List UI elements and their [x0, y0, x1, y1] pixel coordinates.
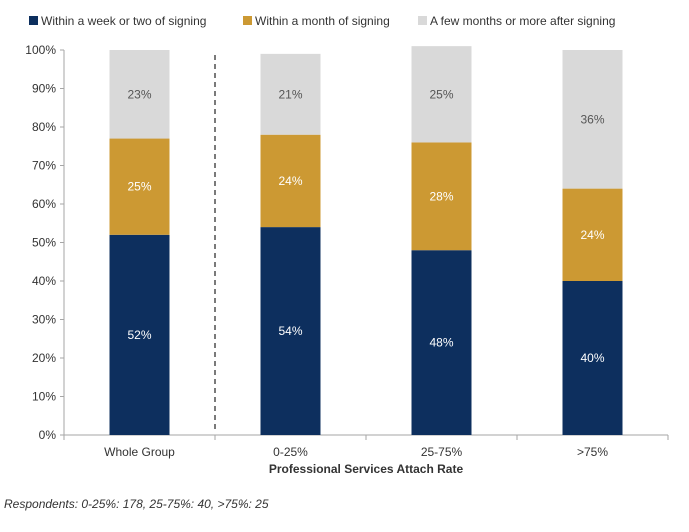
data-label: 52% — [127, 328, 151, 342]
data-label: 25% — [127, 180, 151, 194]
bar-segment — [260, 227, 321, 435]
x-category-label: >75% — [577, 445, 608, 459]
data-label: 28% — [429, 189, 453, 203]
data-label: 36% — [580, 112, 604, 126]
bar-segment — [109, 50, 170, 139]
bar-segment — [562, 281, 623, 435]
y-tick-label: 30% — [32, 313, 56, 327]
x-category-label: Whole Group — [104, 445, 175, 459]
bar-segment — [562, 50, 623, 189]
bar-segment — [109, 138, 170, 235]
y-tick-label: 40% — [32, 274, 56, 288]
legend-label: A few months or more after signing — [430, 14, 615, 28]
y-tick-label: 0% — [39, 428, 57, 442]
y-tick-label: 10% — [32, 390, 56, 404]
legend-label: Within a month of signing — [255, 14, 390, 28]
y-tick-label: 60% — [32, 197, 56, 211]
y-tick-label: 100% — [25, 43, 56, 57]
y-tick-label: 90% — [32, 82, 56, 96]
respondents-footnote: Respondents: 0-25%: 178, 25-75%: 40, >75… — [4, 497, 269, 511]
x-category-label: 25-75% — [421, 445, 463, 459]
data-label: 40% — [580, 351, 604, 365]
y-tick-label: 50% — [32, 236, 56, 250]
bar-segment — [260, 53, 321, 135]
data-label: 48% — [429, 336, 453, 350]
legend-swatch — [418, 16, 427, 25]
bar-segment — [562, 188, 623, 281]
y-tick-label: 80% — [32, 120, 56, 134]
data-label: 24% — [278, 174, 302, 188]
bar-segment — [411, 142, 472, 251]
legend-label: Within a week or two of signing — [41, 14, 206, 28]
x-axis-title: Professional Services Attach Rate — [269, 462, 464, 476]
bar-segment — [109, 234, 170, 435]
data-label: 25% — [429, 87, 453, 101]
bar-segment — [411, 250, 472, 435]
x-category-label: 0-25% — [273, 445, 308, 459]
y-tick-label: 20% — [32, 351, 56, 365]
data-label: 21% — [278, 87, 302, 101]
legend-swatch — [243, 16, 252, 25]
bar-segment — [260, 134, 321, 228]
data-label: 23% — [127, 87, 151, 101]
legend-swatch — [29, 16, 38, 25]
bar-segment — [411, 46, 472, 143]
y-tick-label: 70% — [32, 159, 56, 173]
data-label: 54% — [278, 324, 302, 338]
data-label: 24% — [580, 228, 604, 242]
